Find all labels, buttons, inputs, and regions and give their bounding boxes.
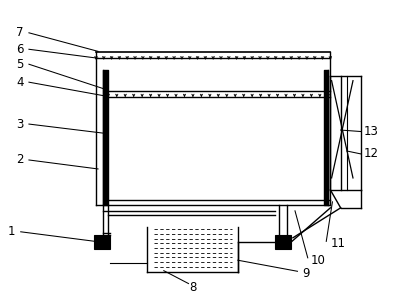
Text: 13: 13 xyxy=(363,125,378,138)
Text: 1: 1 xyxy=(8,225,15,238)
Text: 3: 3 xyxy=(16,117,24,130)
Bar xyxy=(275,235,290,249)
Text: 9: 9 xyxy=(301,267,309,280)
Text: 4: 4 xyxy=(16,76,24,89)
Text: 12: 12 xyxy=(363,147,378,160)
Text: 7: 7 xyxy=(16,26,24,39)
Text: 11: 11 xyxy=(330,237,345,250)
Text: 5: 5 xyxy=(16,58,24,71)
Text: 2: 2 xyxy=(16,153,24,166)
Text: 6: 6 xyxy=(16,43,24,56)
Text: 8: 8 xyxy=(188,281,196,294)
Text: 10: 10 xyxy=(310,254,325,267)
Bar xyxy=(94,235,110,249)
